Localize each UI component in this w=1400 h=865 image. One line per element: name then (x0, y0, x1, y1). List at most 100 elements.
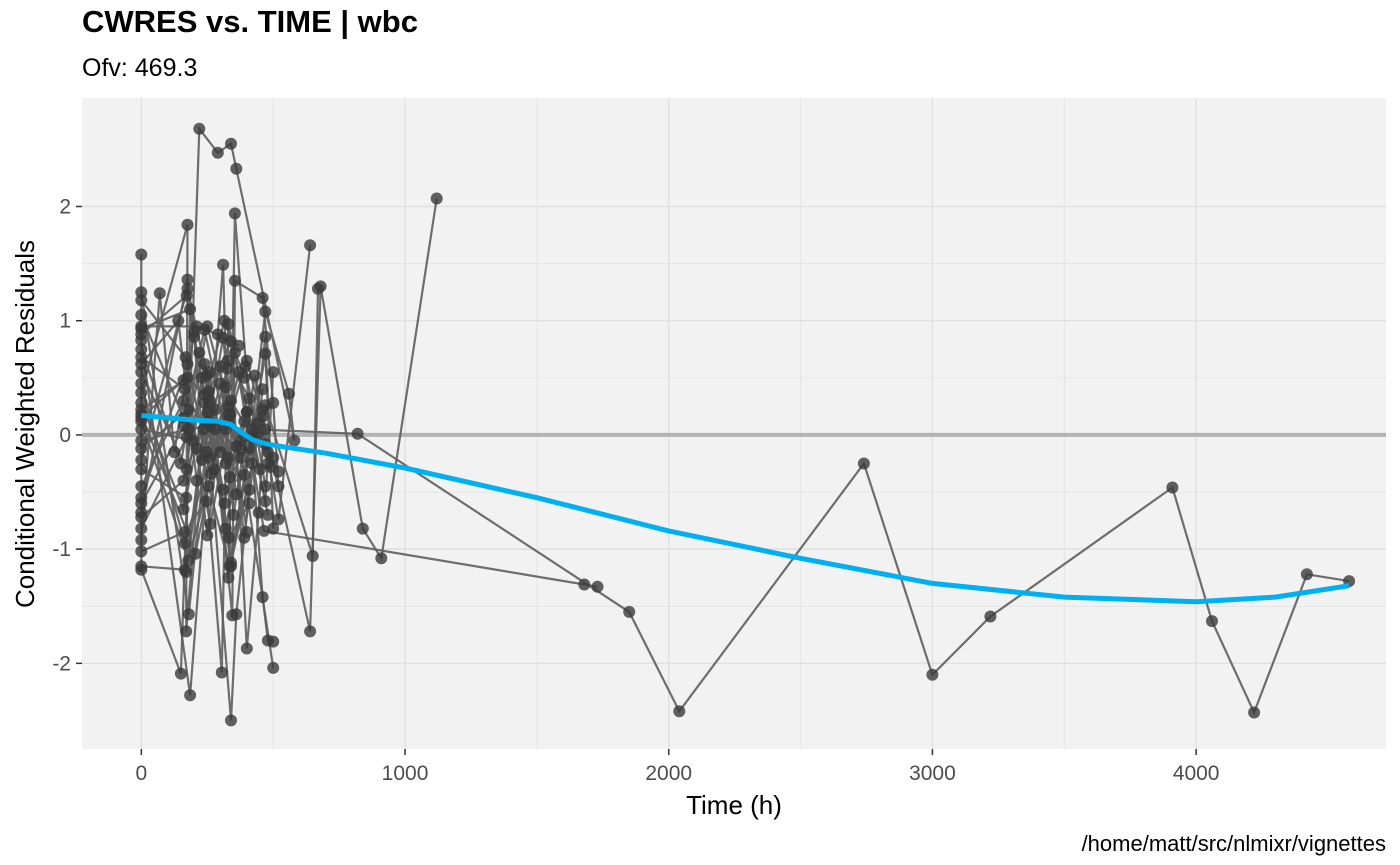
data-point (238, 468, 251, 481)
data-point (200, 446, 213, 459)
data-point (135, 560, 148, 573)
data-point (190, 320, 203, 333)
data-point (178, 537, 191, 550)
data-point (197, 423, 210, 436)
data-point (178, 563, 191, 576)
x-tick-label: 0 (135, 762, 147, 785)
data-point (201, 320, 214, 333)
y-tick-label: 0 (59, 424, 71, 447)
data-point (207, 463, 220, 476)
data-point (288, 434, 301, 447)
data-point (184, 689, 197, 702)
data-point (184, 303, 197, 316)
x-axis-label: Time (h) (686, 790, 782, 820)
data-point (926, 668, 939, 681)
data-point (178, 419, 191, 432)
data-point (375, 552, 388, 565)
data-point (1206, 615, 1218, 628)
plot-panel (82, 98, 1386, 749)
data-point (228, 207, 241, 220)
y-tick-label: -1 (52, 538, 71, 561)
data-point (258, 524, 270, 537)
data-point (209, 423, 222, 436)
data-point (283, 387, 295, 400)
data-point (673, 705, 686, 718)
data-point (304, 625, 317, 638)
data-point (211, 146, 224, 159)
data-point (168, 446, 181, 459)
data-point (261, 508, 274, 521)
data-point (181, 273, 194, 286)
data-point (243, 497, 256, 510)
y-axis-label: Conditional Weighted Residuals (10, 240, 40, 608)
data-point (1300, 568, 1313, 581)
data-point (261, 446, 274, 459)
data-point (225, 137, 237, 150)
data-point (211, 328, 224, 341)
data-point (181, 218, 194, 231)
data-point (259, 347, 272, 360)
data-point (135, 534, 148, 546)
data-point (180, 491, 193, 504)
data-point (135, 511, 148, 524)
data-point (181, 371, 194, 384)
smooth-trend-line (141, 413, 1350, 605)
data-point (314, 280, 327, 293)
data-point (272, 513, 285, 526)
data-point (243, 483, 256, 496)
data-point (248, 369, 261, 382)
data-point (198, 358, 211, 371)
data-point (623, 605, 636, 618)
data-point (219, 381, 232, 393)
data-point (1248, 706, 1261, 719)
data-point (153, 287, 166, 300)
x-tick-label: 4000 (1173, 762, 1220, 785)
data-point (238, 371, 251, 384)
data-point (193, 346, 206, 359)
data-point (135, 454, 148, 466)
data-point (217, 258, 230, 271)
data-point (189, 547, 202, 560)
data-point (256, 383, 269, 396)
data-point (174, 667, 187, 680)
data-point (135, 366, 148, 379)
data-point (180, 463, 193, 476)
data-point (223, 560, 236, 573)
data-point (177, 394, 190, 407)
data-point (215, 666, 228, 679)
data-point (135, 386, 148, 399)
data-point (135, 351, 148, 364)
data-point (135, 522, 148, 535)
data-point (135, 377, 148, 390)
data-point (430, 192, 443, 205)
data-point (272, 480, 285, 493)
data-point (203, 394, 216, 407)
data-point (256, 591, 269, 604)
data-point (178, 526, 191, 538)
data-point (222, 400, 235, 413)
data-point (177, 474, 190, 487)
data-point (230, 162, 243, 175)
data-point (180, 289, 193, 302)
data-point (199, 495, 212, 508)
y-tick-label: -2 (52, 652, 71, 675)
data-point (230, 440, 243, 453)
data-point (857, 457, 870, 470)
data-point (246, 457, 259, 470)
data-point (227, 508, 240, 521)
data-point (232, 339, 245, 352)
data-point (135, 423, 148, 436)
data-point (135, 309, 148, 321)
x-tick-label: 2000 (645, 762, 692, 785)
data-point (223, 471, 236, 484)
data-point (984, 610, 997, 623)
data-point (1166, 481, 1179, 494)
data-point (218, 314, 231, 327)
data-point (240, 642, 253, 655)
data-point (135, 328, 148, 341)
data-point (228, 274, 241, 287)
data-point (217, 483, 230, 496)
data-point (256, 403, 269, 416)
data-point (259, 305, 272, 318)
data-point (306, 550, 319, 562)
